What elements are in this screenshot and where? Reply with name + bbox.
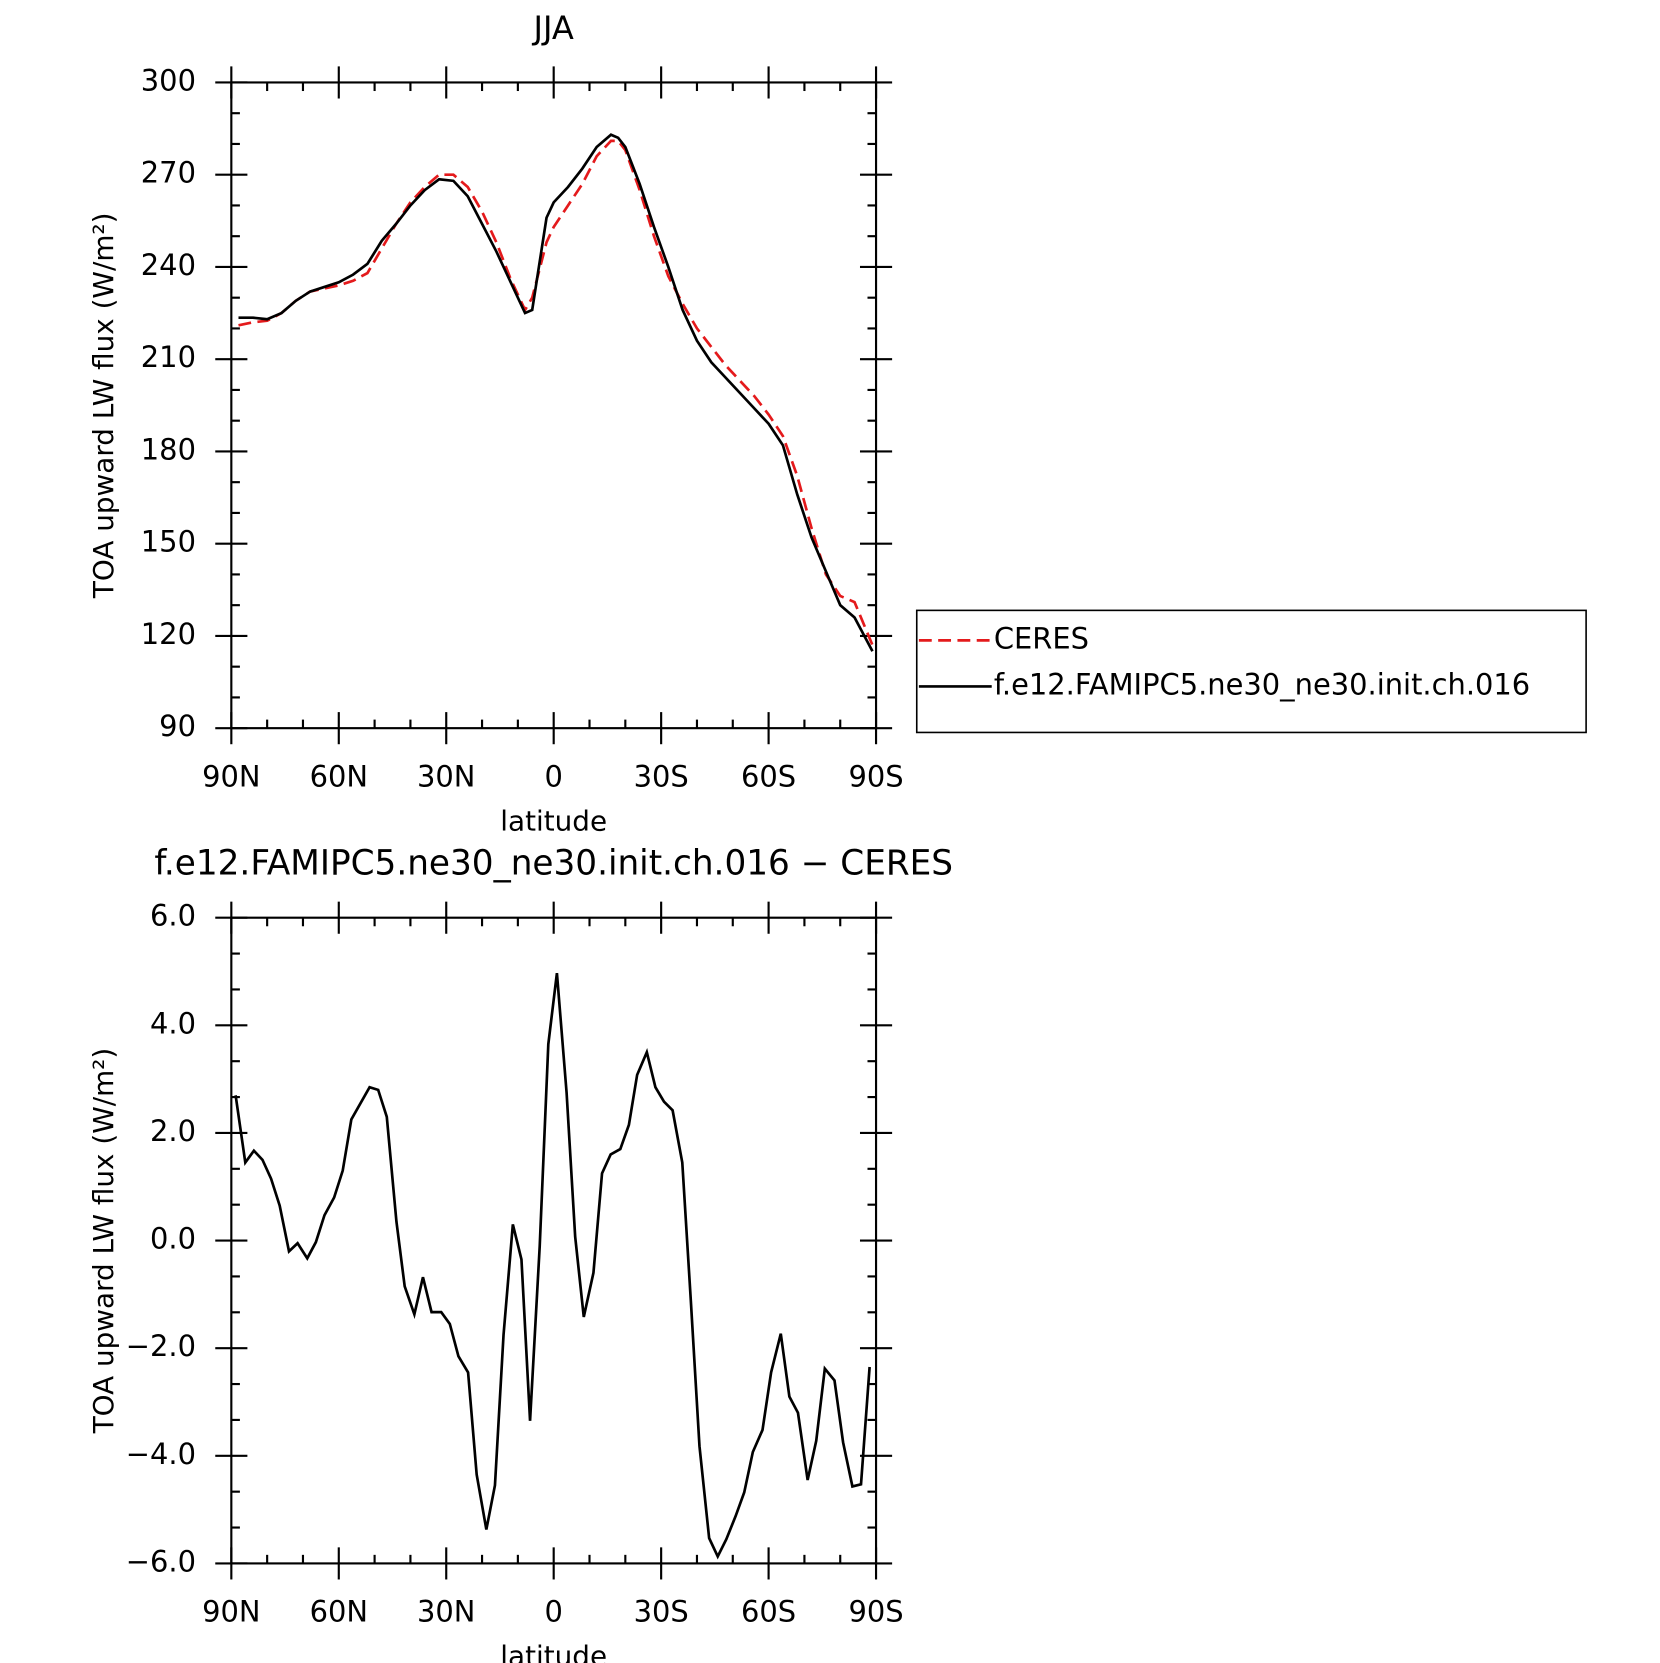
series-line (234, 972, 871, 1560)
plot-frame (230, 916, 878, 1565)
y-tick-label: 90 (159, 709, 196, 743)
x-tick-label: 30N (417, 1595, 475, 1629)
y-tick-label: 180 (141, 432, 196, 466)
x-tick-label: 60S (741, 759, 796, 793)
series-line (238, 139, 874, 646)
y-tick-label: 210 (141, 340, 196, 374)
y-tick-label: 2.0 (150, 1114, 196, 1148)
x-axis-label: latitude (500, 1640, 607, 1663)
x-tick-label: 0 (544, 759, 562, 793)
x-tick-label: 60S (741, 1595, 796, 1629)
y-axis-label: TOA upward LW flux (W/m²) (87, 1048, 120, 1435)
x-tick-label: 90S (848, 1595, 903, 1629)
x-tick-label: 30N (417, 759, 475, 793)
series-line (238, 133, 874, 652)
plot-frame (230, 81, 878, 730)
y-tick-label: 4.0 (150, 1006, 196, 1040)
x-tick-label: 0 (544, 1595, 562, 1629)
legend-box (915, 609, 1587, 734)
legend-label: CERES (994, 621, 1089, 655)
chart-title: f.e12.FAMIPC5.ne30_ne30.init.ch.016 − CE… (154, 844, 953, 884)
x-tick-label: 90S (848, 759, 903, 793)
y-tick-label: −2.0 (126, 1329, 196, 1363)
y-tick-label: 240 (141, 248, 196, 282)
chart-title: JJA (532, 9, 574, 47)
y-tick-label: 6.0 (150, 899, 196, 933)
y-tick-label: 120 (141, 617, 196, 651)
x-tick-label: 90N (202, 1595, 260, 1629)
y-tick-label: −6.0 (126, 1544, 196, 1578)
x-tick-label: 30S (634, 759, 689, 793)
x-axis-label: latitude (500, 804, 607, 837)
y-tick-label: 270 (141, 156, 196, 190)
y-tick-label: −4.0 (126, 1437, 196, 1471)
y-tick-label: 150 (141, 525, 196, 559)
y-tick-label: 0.0 (150, 1222, 196, 1256)
x-tick-label: 90N (202, 759, 260, 793)
x-tick-label: 60N (310, 1595, 368, 1629)
x-tick-label: 30S (634, 1595, 689, 1629)
y-axis-label: TOA upward LW flux (W/m²) (87, 213, 120, 600)
y-tick-label: 300 (141, 63, 196, 97)
legend-label: f.e12.FAMIPC5.ne30_ne30.init.ch.016 (994, 667, 1530, 701)
x-tick-label: 60N (310, 759, 368, 793)
